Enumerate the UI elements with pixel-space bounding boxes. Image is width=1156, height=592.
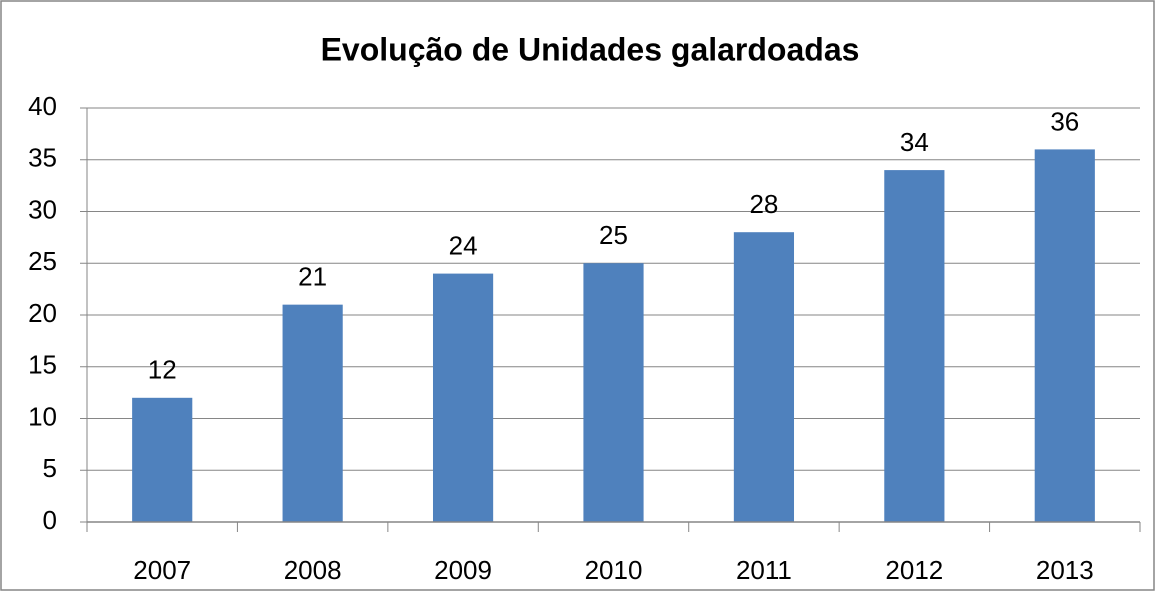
- x-tick-label: 2009: [434, 555, 492, 585]
- bar: [282, 304, 343, 522]
- data-label: 21: [298, 262, 327, 292]
- y-tick-label: 35: [28, 143, 57, 173]
- data-label: 34: [900, 127, 929, 157]
- data-label: 25: [599, 220, 628, 250]
- chart-title: Evolução de Unidades galardoadas: [321, 31, 860, 67]
- data-label: 24: [449, 230, 478, 260]
- y-tick-label: 15: [28, 350, 57, 380]
- y-tick-label: 5: [43, 453, 57, 483]
- bar: [884, 170, 945, 522]
- x-tick-label: 2013: [1036, 555, 1094, 585]
- bar: [733, 232, 795, 522]
- y-tick-label: 0: [43, 505, 57, 535]
- y-tick-label: 30: [28, 194, 57, 224]
- x-tick-label: 2012: [885, 555, 943, 585]
- data-label: 12: [148, 355, 177, 385]
- bar: [1034, 149, 1095, 522]
- y-tick-label: 20: [28, 298, 57, 328]
- y-tick-label: 10: [28, 401, 57, 431]
- x-tick-label: 2011: [736, 555, 792, 585]
- x-tick-label: 2007: [133, 555, 191, 585]
- y-tick-label: 40: [28, 91, 57, 121]
- bar: [583, 263, 644, 522]
- data-label: 28: [749, 189, 778, 219]
- x-tick-label: 2010: [585, 555, 643, 585]
- y-tick-label: 25: [28, 246, 57, 276]
- bar: [132, 397, 193, 522]
- bar: [432, 273, 494, 522]
- data-label: 36: [1050, 106, 1079, 136]
- x-tick-label: 2008: [284, 555, 342, 585]
